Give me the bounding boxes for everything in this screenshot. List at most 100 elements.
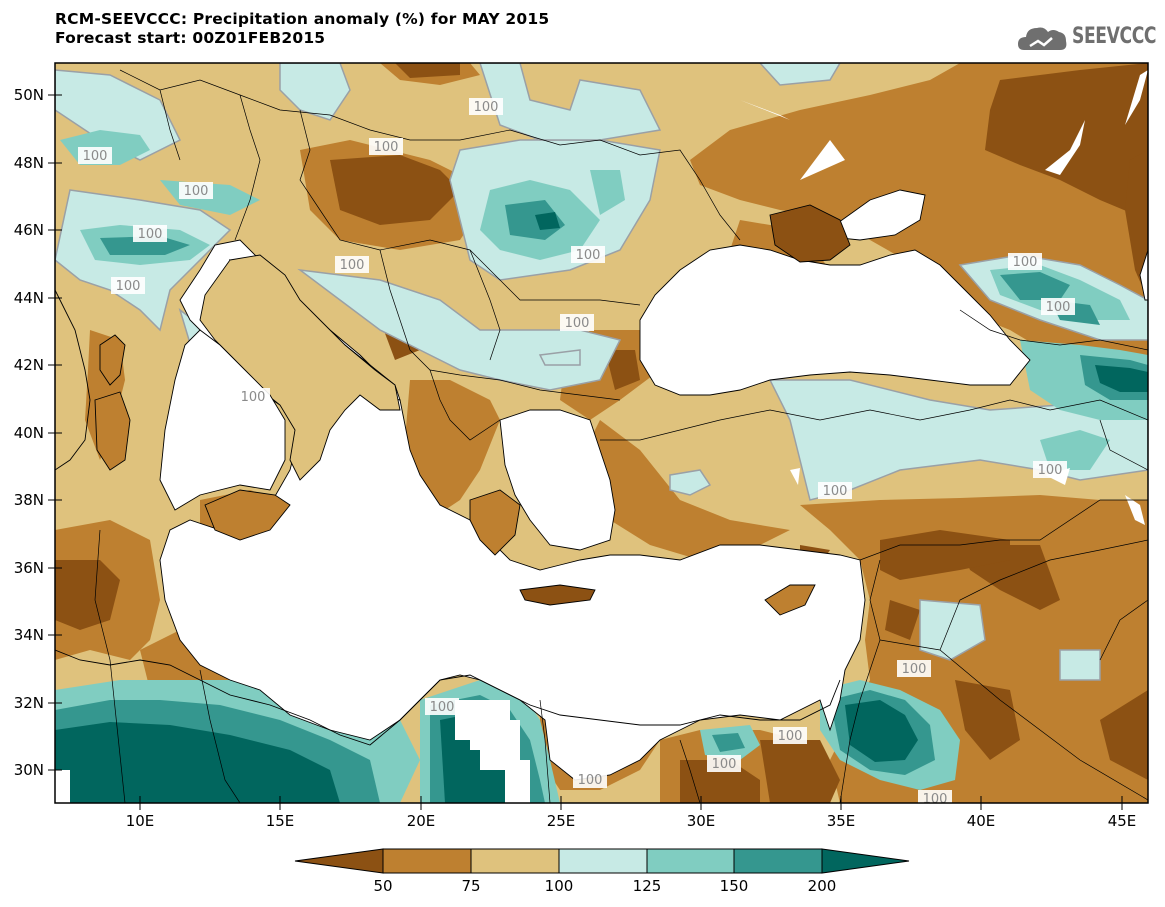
- colorbar-segment-50-75: [382, 848, 472, 874]
- lat-label: 36N: [14, 559, 44, 577]
- svg-text:100: 100: [340, 258, 365, 273]
- tyrrhenian-sea: [159, 329, 286, 511]
- colorbar-segment-75-100: [470, 848, 560, 874]
- corsica-island: [99, 334, 126, 386]
- graticule-ticks: [55, 94, 1123, 803]
- colorbar-label: 100: [545, 877, 574, 895]
- svg-text:100: 100: [902, 662, 927, 677]
- latitude-labels: 30N 32N 34N 36N 38N 40N 42N 44N 46N 48N …: [14, 86, 44, 779]
- contour-label: 100: [818, 482, 852, 499]
- svg-text:100: 100: [430, 700, 455, 715]
- contour-label: 100: [133, 225, 167, 242]
- contour-label: 100: [773, 727, 807, 744]
- svg-text:100: 100: [565, 316, 590, 331]
- lon-label: 15E: [266, 812, 295, 830]
- seevccc-logo: SEEVCCC: [1016, 20, 1157, 56]
- colorbar-segment-150-200: [733, 848, 823, 874]
- lat-label: 44N: [14, 289, 44, 307]
- cloud-icon: [1018, 27, 1067, 50]
- colorbar-label: 125: [633, 877, 662, 895]
- svg-text:100: 100: [83, 149, 108, 164]
- map-plot-area: [55, 63, 1148, 803]
- colorbar-segment-above-200: [821, 848, 910, 874]
- lat-label: 50N: [14, 86, 44, 104]
- colorbar-label: 200: [808, 877, 837, 895]
- colorbar-segment-below-50: [294, 848, 384, 874]
- contour-label: 100: [707, 755, 741, 772]
- lat-label: 32N: [14, 694, 44, 712]
- lat-label: 38N: [14, 491, 44, 509]
- crimea-peninsula: [769, 204, 851, 263]
- contour-label: 100: [369, 138, 403, 155]
- svg-text:100: 100: [1038, 463, 1063, 478]
- title-line-1: RCM-SEEVCCC: Precipitation anomaly (%) f…: [55, 10, 550, 28]
- lat-label: 42N: [14, 356, 44, 374]
- contour-label: 100: [1041, 298, 1075, 315]
- lon-label: 20E: [407, 812, 436, 830]
- svg-text:100: 100: [778, 729, 803, 744]
- sicily-island: [204, 489, 291, 541]
- contour-label: 100: [236, 388, 270, 405]
- logo-text: SEEVCCC: [1072, 24, 1157, 49]
- svg-text:100: 100: [241, 390, 266, 405]
- caspian-sea: [1139, 249, 1148, 301]
- contour-label: 100: [179, 182, 213, 199]
- contour-label: 100: [573, 771, 607, 788]
- longitude-labels: 10E 15E 20E 25E 30E 35E 40E 45E: [126, 812, 1137, 830]
- cyprus-island: [764, 584, 816, 616]
- contour-labels: 100 100 100 100 100 100 100 100 100 100 …: [0, 0, 1091, 807]
- contour-label: 100: [571, 246, 605, 263]
- svg-text:100: 100: [1013, 255, 1038, 270]
- svg-text:100: 100: [138, 227, 163, 242]
- coastlines: [55, 289, 841, 746]
- lat-label: 40N: [14, 424, 44, 442]
- contour-label: 100: [918, 790, 952, 807]
- contour-label: 100: [335, 256, 369, 273]
- lon-label: 40E: [967, 812, 996, 830]
- svg-text:100: 100: [374, 140, 399, 155]
- svg-text:100: 100: [923, 792, 948, 807]
- islands: [94, 204, 851, 616]
- lon-label: 35E: [827, 812, 856, 830]
- title-line-2: Forecast start: 00Z01FEB2015: [55, 29, 326, 47]
- contour-label: 100: [0, 0, 1091, 61]
- svg-text:100: 100: [578, 773, 603, 788]
- colorbar: 50 75 100 125 150 200: [294, 848, 910, 895]
- lat-label: 30N: [14, 761, 44, 779]
- contour-label: 100: [1033, 461, 1067, 478]
- contour-label: 100: [1008, 253, 1042, 270]
- svg-text:100: 100: [823, 484, 848, 499]
- peloponnese: [469, 489, 521, 556]
- svg-text:100: 100: [184, 184, 209, 199]
- contour-label: 100: [897, 660, 931, 677]
- colorbar-segment-125-150: [646, 848, 735, 874]
- lon-label: 10E: [126, 812, 155, 830]
- contour-label: 100: [425, 698, 459, 715]
- colorbar-segment-100-125: [558, 848, 648, 874]
- svg-text:100: 100: [576, 248, 601, 263]
- anomaly-band-below-50: [55, 63, 1148, 803]
- no-data-patches: [55, 70, 1148, 803]
- contour-label: 100: [560, 314, 594, 331]
- lon-label: 30E: [687, 812, 716, 830]
- sardinia-island: [94, 391, 131, 471]
- map-title: RCM-SEEVCCC: Precipitation anomaly (%) f…: [55, 10, 549, 48]
- country-borders: [94, 69, 1148, 803]
- svg-text:100: 100: [474, 100, 499, 115]
- lon-label: 45E: [1108, 812, 1137, 830]
- colorbar-label: 75: [461, 877, 480, 895]
- contour-label: 100: [111, 277, 145, 294]
- svg-text:100: 100: [116, 279, 141, 294]
- svg-text:100: 100: [712, 757, 737, 772]
- aegean-sea: [499, 409, 616, 551]
- lat-label: 34N: [14, 626, 44, 644]
- black-sea: [639, 244, 1031, 396]
- lon-label: 25E: [547, 812, 576, 830]
- contour-label: 100: [469, 98, 503, 115]
- svg-text:100: 100: [1046, 300, 1071, 315]
- colorbar-label: 150: [720, 877, 749, 895]
- colorbar-label: 50: [373, 877, 392, 895]
- axis-ticks: [48, 94, 1123, 810]
- crete-island: [519, 584, 596, 606]
